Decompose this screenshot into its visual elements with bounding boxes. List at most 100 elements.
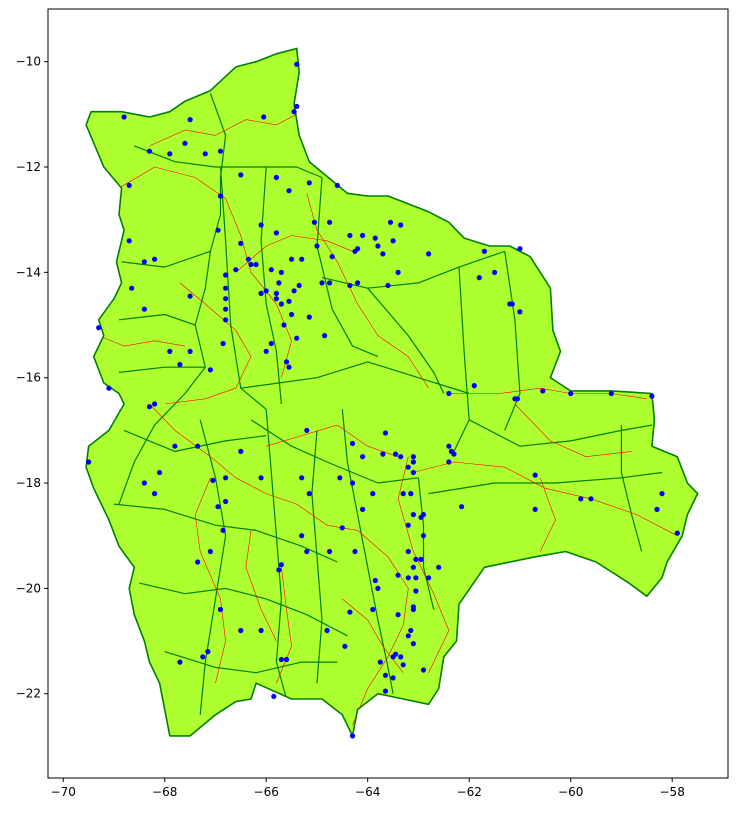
river-line <box>194 477 226 684</box>
location-point <box>200 654 206 660</box>
location-point <box>278 656 284 663</box>
y-axis: −10 −12 −14 −16 −18 −20 −22 <box>16 55 48 701</box>
location-point <box>167 348 173 354</box>
y-tick-label: −16 <box>16 371 41 385</box>
location-point <box>352 548 358 555</box>
location-point <box>289 256 295 262</box>
location-point <box>202 151 208 157</box>
location-point <box>540 388 546 394</box>
location-point <box>324 627 330 634</box>
x-tick-label: −62 <box>457 785 482 799</box>
location-point <box>273 296 279 302</box>
location-point <box>400 662 406 668</box>
location-point <box>395 572 401 578</box>
x-tick-label: −64 <box>355 785 380 799</box>
location-point <box>253 261 259 268</box>
division-border <box>118 366 206 373</box>
location-point <box>273 174 279 181</box>
y-tick-label: −20 <box>16 581 41 595</box>
division-border <box>321 250 505 289</box>
location-point <box>233 267 239 273</box>
location-point <box>375 243 381 249</box>
river-line <box>164 282 252 405</box>
location-point <box>380 451 386 457</box>
division-border <box>121 250 211 268</box>
location-point <box>299 533 305 539</box>
division-border <box>240 361 470 395</box>
location-point <box>294 103 300 109</box>
location-point <box>327 548 333 555</box>
division-border <box>428 471 663 495</box>
location-point <box>263 348 269 354</box>
location-point <box>327 219 333 225</box>
location-point <box>512 396 518 402</box>
location-point <box>349 440 356 447</box>
location-point <box>299 256 305 262</box>
location-point <box>223 317 229 323</box>
location-point <box>459 504 465 510</box>
location-point <box>238 172 244 178</box>
river-line <box>276 567 292 684</box>
location-point <box>187 348 193 354</box>
location-point <box>410 459 416 465</box>
location-point <box>215 504 221 510</box>
location-point <box>314 243 320 249</box>
location-point <box>141 259 147 265</box>
river-line <box>539 477 556 552</box>
location-point <box>286 298 292 304</box>
location-point <box>568 390 574 397</box>
location-point <box>258 222 264 228</box>
location-point <box>294 61 300 67</box>
location-point <box>398 222 404 228</box>
location-point <box>207 367 213 373</box>
location-point <box>278 301 284 307</box>
location-point <box>385 282 391 289</box>
location-point <box>377 659 383 665</box>
y-tick-label: −10 <box>16 55 41 69</box>
location-point <box>238 627 244 634</box>
location-point <box>654 506 660 512</box>
location-point <box>217 193 224 199</box>
location-point <box>410 469 416 476</box>
location-point <box>426 575 432 581</box>
location-point <box>126 182 132 188</box>
location-point <box>276 567 282 573</box>
location-point <box>446 390 452 397</box>
division-border <box>118 393 186 505</box>
location-point <box>283 359 290 365</box>
location-point <box>126 238 132 244</box>
axes-frame <box>47 8 729 779</box>
division-border <box>199 419 227 715</box>
location-point <box>329 254 335 260</box>
river-line <box>342 598 404 673</box>
location-point <box>152 401 158 407</box>
location-point <box>674 530 680 536</box>
location-point <box>446 443 452 449</box>
location-point <box>215 227 221 233</box>
location-point <box>177 361 183 368</box>
country-region <box>85 47 699 737</box>
x-axis: −70 −68 −66 −64 −62 −60 −58 <box>51 778 685 799</box>
location-point <box>220 527 226 534</box>
location-point <box>588 496 594 502</box>
division-border <box>311 430 323 684</box>
location-point <box>390 238 396 244</box>
location-point <box>319 280 325 286</box>
location-point <box>278 269 284 275</box>
location-point <box>405 548 411 555</box>
location-point <box>86 459 92 465</box>
location-point <box>360 506 366 512</box>
location-point <box>349 733 356 739</box>
location-point <box>306 180 312 186</box>
location-point <box>294 335 300 341</box>
location-point <box>258 475 264 481</box>
river-line <box>118 166 292 378</box>
location-point <box>387 219 394 225</box>
location-point <box>418 556 424 563</box>
location-point <box>273 230 279 236</box>
location-point <box>258 290 264 296</box>
location-point <box>223 285 229 291</box>
location-point <box>372 577 378 584</box>
division-border <box>134 145 323 179</box>
river-line <box>306 193 429 389</box>
